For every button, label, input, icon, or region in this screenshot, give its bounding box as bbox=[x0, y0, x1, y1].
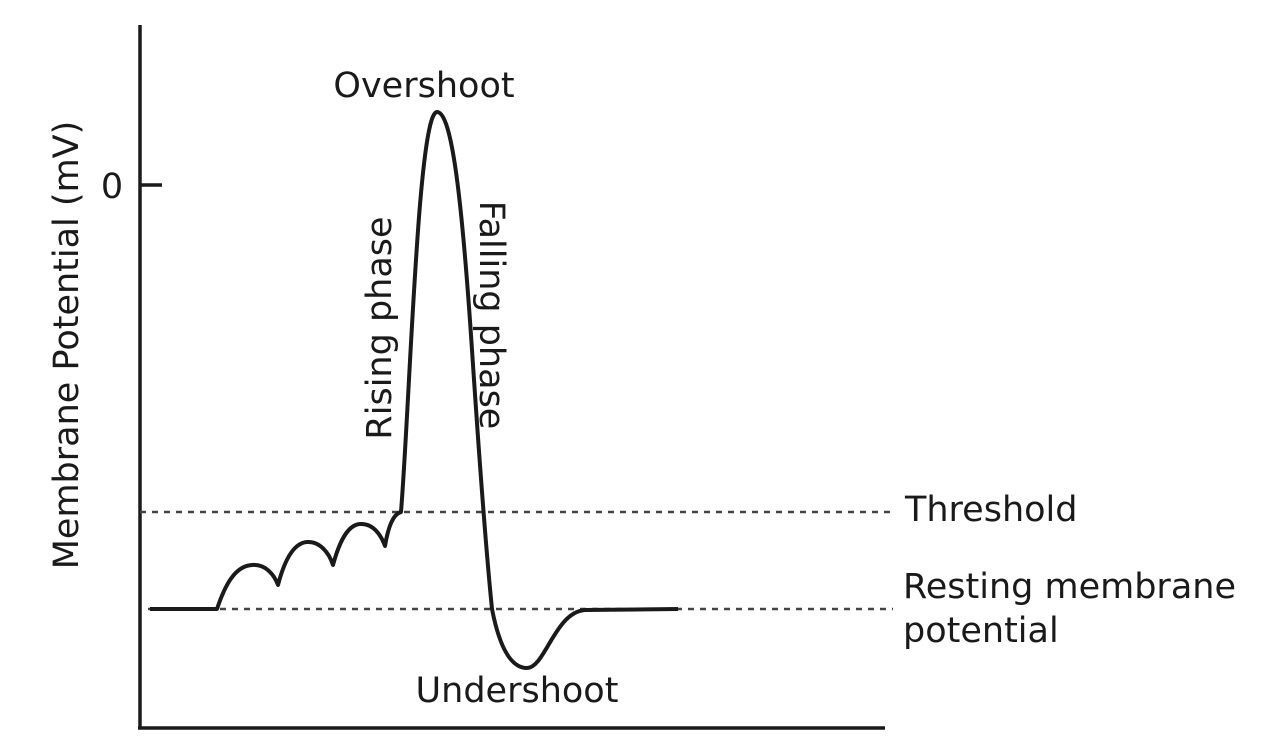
resting-label: potential bbox=[903, 611, 1059, 651]
falling-label: Falling phase bbox=[471, 201, 511, 430]
reference-lines bbox=[140, 510, 893, 611]
y-axis-label: Membrane Potential (mV) bbox=[47, 121, 87, 570]
threshold-label: Threshold bbox=[904, 490, 1078, 530]
axes bbox=[138, 25, 885, 730]
y-tick-label: 0 bbox=[101, 167, 123, 207]
resting-label: Resting membrane bbox=[903, 567, 1236, 607]
undershoot-label: Undershoot bbox=[416, 671, 619, 711]
rising-label: Rising phase bbox=[360, 216, 400, 439]
overshoot-label: Overshoot bbox=[333, 66, 514, 106]
action-potential-curve bbox=[150, 110, 679, 670]
